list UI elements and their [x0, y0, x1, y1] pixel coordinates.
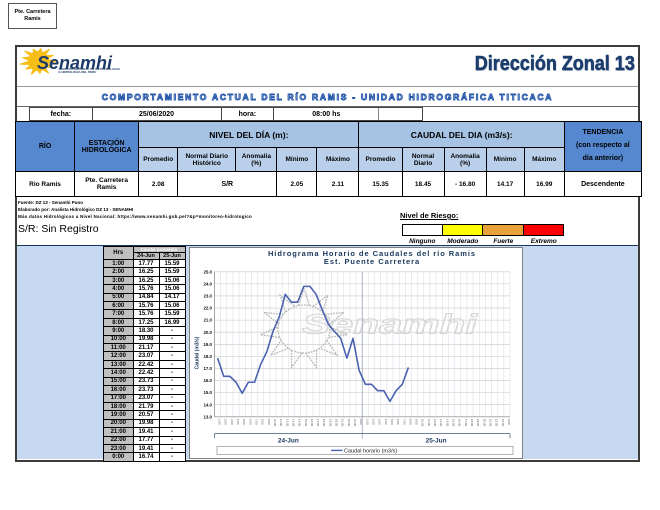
svg-text:19.0: 19.0	[203, 341, 212, 346]
svg-text:15.0: 15.0	[203, 390, 212, 395]
svg-text:16:00: 16:00	[310, 418, 314, 426]
svg-text:24.0: 24.0	[203, 281, 212, 286]
svg-text:16.0: 16.0	[203, 378, 212, 383]
svg-text:10:00: 10:00	[421, 418, 425, 426]
svg-text:22:00: 22:00	[495, 418, 499, 426]
svg-text:23:00: 23:00	[501, 418, 505, 426]
svg-text:14:00: 14:00	[298, 418, 302, 426]
svg-text:19:00: 19:00	[328, 418, 332, 426]
svg-text:21:00: 21:00	[341, 418, 345, 426]
svg-text:13.0: 13.0	[203, 414, 212, 419]
svg-text:Caudal (m3/s): Caudal (m3/s)	[195, 336, 201, 369]
svg-text:23:00: 23:00	[353, 418, 357, 426]
svg-text:4:00: 4:00	[384, 418, 388, 424]
svg-text:13:00: 13:00	[291, 418, 295, 426]
svg-text:22:00: 22:00	[347, 418, 351, 426]
svg-text:13:00: 13:00	[439, 418, 443, 426]
svg-text:0:00: 0:00	[359, 418, 363, 424]
svg-text:Senamhi: Senamhi	[302, 308, 478, 339]
svg-text:7:00: 7:00	[255, 418, 259, 424]
svg-text:14.0: 14.0	[203, 402, 212, 407]
svg-text:6:00: 6:00	[248, 418, 252, 424]
svg-text:0:00: 0:00	[507, 418, 511, 424]
svg-text:6:00: 6:00	[396, 418, 400, 424]
svg-text:5:00: 5:00	[390, 418, 394, 424]
svg-text:12:00: 12:00	[433, 418, 437, 426]
svg-text:8:00: 8:00	[261, 418, 265, 424]
svg-text:20.0: 20.0	[203, 329, 212, 334]
svg-text:16:00: 16:00	[458, 418, 462, 426]
svg-text:23.0: 23.0	[203, 293, 212, 298]
svg-text:15:00: 15:00	[304, 418, 308, 426]
svg-text:21:00: 21:00	[488, 418, 492, 426]
svg-text:2:00: 2:00	[224, 418, 228, 424]
svg-text:10:00: 10:00	[273, 418, 277, 426]
svg-text:18:00: 18:00	[322, 418, 326, 426]
svg-text:9:00: 9:00	[415, 418, 419, 424]
svg-text:25-Jun: 25-Jun	[426, 437, 447, 444]
svg-text:8:00: 8:00	[408, 418, 412, 424]
svg-text:11:00: 11:00	[427, 418, 431, 426]
svg-text:12:00: 12:00	[285, 418, 289, 426]
svg-text:18.0: 18.0	[203, 353, 212, 358]
svg-text:25.0: 25.0	[203, 269, 212, 274]
svg-text:Caudal horario (m3/s): Caudal horario (m3/s)	[344, 448, 397, 454]
svg-text:9:00: 9:00	[267, 418, 271, 424]
svg-text:2:00: 2:00	[371, 418, 375, 424]
svg-text:1:00: 1:00	[218, 418, 222, 424]
svg-text:14:00: 14:00	[445, 418, 449, 426]
svg-text:3:00: 3:00	[230, 418, 234, 424]
svg-text:19:00: 19:00	[476, 418, 480, 426]
svg-text:18:00: 18:00	[470, 418, 474, 426]
svg-text:1:00: 1:00	[365, 418, 369, 424]
svg-text:5:00: 5:00	[242, 418, 246, 424]
svg-text:17.0: 17.0	[203, 366, 212, 371]
svg-text:7:00: 7:00	[402, 418, 406, 424]
svg-text:3:00: 3:00	[378, 418, 382, 424]
svg-text:22.0: 22.0	[203, 305, 212, 310]
svg-text:20:00: 20:00	[335, 418, 339, 426]
svg-text:17:00: 17:00	[464, 418, 468, 426]
svg-text:20:00: 20:00	[482, 418, 486, 426]
svg-text:11:00: 11:00	[279, 418, 283, 426]
svg-text:21.0: 21.0	[203, 317, 212, 322]
svg-text:15:00: 15:00	[452, 418, 456, 426]
svg-text:24-Jun: 24-Jun	[278, 437, 299, 444]
svg-text:4:00: 4:00	[236, 418, 240, 424]
svg-text:17:00: 17:00	[316, 418, 320, 426]
